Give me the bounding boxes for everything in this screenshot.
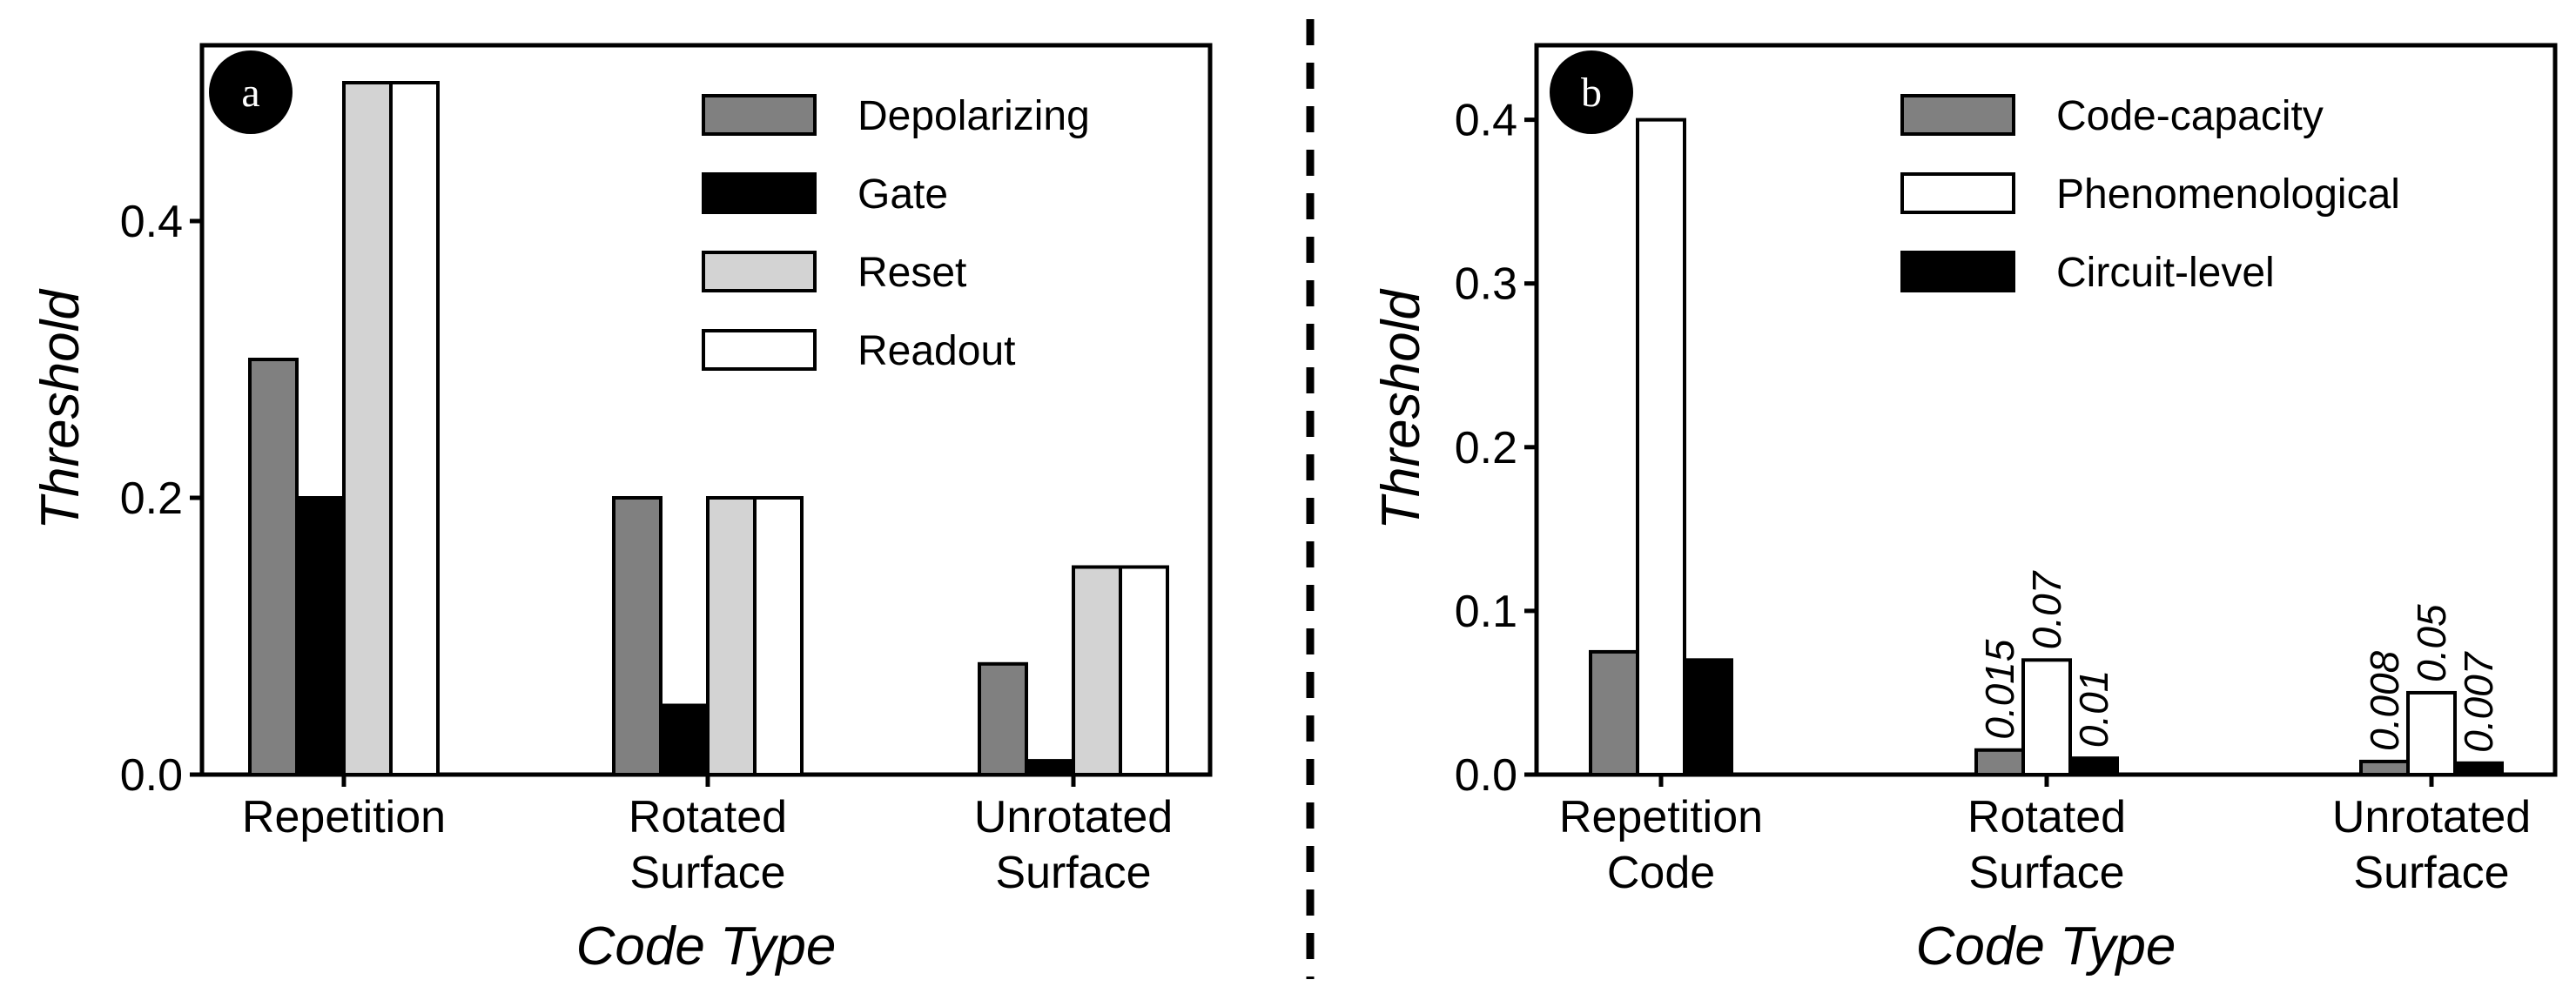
data-label-phenomenological-1: 0.07 xyxy=(2024,570,2069,649)
x-category-label: Surface xyxy=(629,848,785,898)
legend-label: Circuit-level xyxy=(2056,250,2275,296)
bar-code-capacity-1 xyxy=(1974,748,2025,776)
panel-b-chart: 0.015 0.008 0.07 0.05 0.01 0.007 0.0 0.1 0.2 0.3… xyxy=(1371,43,2558,977)
legend-swatch xyxy=(702,94,817,136)
bar-depolarizing-2 xyxy=(978,661,1028,776)
legend-swatch xyxy=(1900,251,2015,292)
data-label-code-capacity-2: 0.008 xyxy=(2362,650,2407,751)
data-label-circuit-level-2: 0.007 xyxy=(2456,651,2501,753)
y-tick-label: 0.2 xyxy=(1455,423,1517,473)
panel-b-label-badge: b xyxy=(1550,50,1633,134)
bar-reset-2 xyxy=(1072,565,1122,776)
bar-readout-0 xyxy=(389,81,440,776)
legend-label: Readout xyxy=(858,328,1015,374)
x-category-label: Unrotated xyxy=(974,792,1173,842)
bar-gate-2 xyxy=(1025,759,1075,776)
bar-phenomenological-0 xyxy=(1636,117,1686,777)
panel-a-y-axis-label: Threshold xyxy=(30,288,91,530)
panel-a-label-badge: a xyxy=(209,50,293,134)
x-category-label: Code xyxy=(1607,848,1715,898)
legend-swatch xyxy=(702,172,817,214)
legend-label: Reset xyxy=(858,250,966,296)
legend-swatch xyxy=(1900,94,2015,136)
x-category-label: Surface xyxy=(2353,848,2509,898)
panel-b-y-ticks: 0.0 0.1 0.2 0.3 0.4 xyxy=(1455,96,1537,801)
x-category-label: Surface xyxy=(995,848,1151,898)
panel-b-x-axis-label: Code Type xyxy=(1916,916,2176,977)
panel-b-x-ticks: Repetition Code Rotated Surface Unrotated Sur… xyxy=(1559,775,2531,898)
y-tick-label: 0.1 xyxy=(1455,587,1517,637)
panel-b-bars: 0.015 0.008 0.07 0.05 0.01 0.007 xyxy=(1589,117,2504,777)
bar-reset-1 xyxy=(706,496,757,776)
legend-swatch xyxy=(702,329,817,371)
bar-depolarizing-0 xyxy=(248,358,299,776)
panel-b-y-axis-label: Threshold xyxy=(1371,288,1431,530)
panel-b-label: b xyxy=(1581,70,1602,116)
legend-label: Depolarizing xyxy=(858,93,1090,139)
data-label-phenomenological-2: 0.05 xyxy=(2409,604,2454,682)
bar-reset-0 xyxy=(342,81,393,776)
data-label-code-capacity-1: 0.015 xyxy=(1977,639,2022,740)
x-category-label: Rotated xyxy=(629,792,787,842)
y-tick-label: 0.0 xyxy=(1455,750,1517,801)
panel-a-bars xyxy=(248,81,1169,776)
bar-readout-1 xyxy=(753,496,804,776)
y-tick-label: 0.4 xyxy=(1455,96,1517,146)
legend-label: Code-capacity xyxy=(2056,93,2324,139)
bar-gate-1 xyxy=(659,703,710,776)
bar-gate-0 xyxy=(295,496,346,776)
bar-circuit-level-0 xyxy=(1683,658,1733,776)
legend-label: Gate xyxy=(858,171,948,218)
bar-depolarizing-1 xyxy=(612,496,662,776)
bar-readout-2 xyxy=(1119,565,1169,776)
legend-label: Phenomenological xyxy=(2056,171,2400,218)
panel-a-chart: 0.0 0.2 0.4 Repetition Rotated Surface Unrota… xyxy=(30,43,1213,977)
legend-swatch xyxy=(702,251,817,292)
panel-b-legend: Code-capacity Phenomenological Circuit-lev… xyxy=(1900,93,2400,296)
x-category-label: Repetition xyxy=(1559,792,1763,842)
y-tick-label: 0.0 xyxy=(120,750,183,801)
bar-phenomenological-1 xyxy=(2021,658,2072,776)
bar-code-capacity-2 xyxy=(2359,759,2410,777)
y-tick-label: 0.4 xyxy=(120,197,183,247)
bar-code-capacity-0 xyxy=(1589,649,1639,777)
y-tick-label: 0.3 xyxy=(1455,259,1517,310)
panel-a-y-ticks: 0.0 0.2 0.4 xyxy=(120,197,202,801)
panel-a-legend: Depolarizing Gate Reset Readout xyxy=(702,93,1090,374)
x-category-label: Repetition xyxy=(242,792,446,842)
panel-a-label: a xyxy=(241,70,259,116)
bar-circuit-level-1 xyxy=(2068,756,2119,777)
bar-phenomenological-2 xyxy=(2406,690,2457,777)
panel-a-x-ticks: Repetition Rotated Surface Unrotated Surface xyxy=(242,775,1173,898)
panel-a-x-axis-label: Code Type xyxy=(576,916,837,977)
bar-circuit-level-2 xyxy=(2453,761,2504,776)
y-tick-label: 0.2 xyxy=(120,473,183,524)
x-category-label: Rotated xyxy=(1967,792,2126,842)
x-category-label: Surface xyxy=(1968,848,2124,898)
x-category-label: Unrotated xyxy=(2332,792,2531,842)
legend-swatch xyxy=(1900,172,2015,214)
data-label-circuit-level-1: 0.01 xyxy=(2071,670,2116,748)
